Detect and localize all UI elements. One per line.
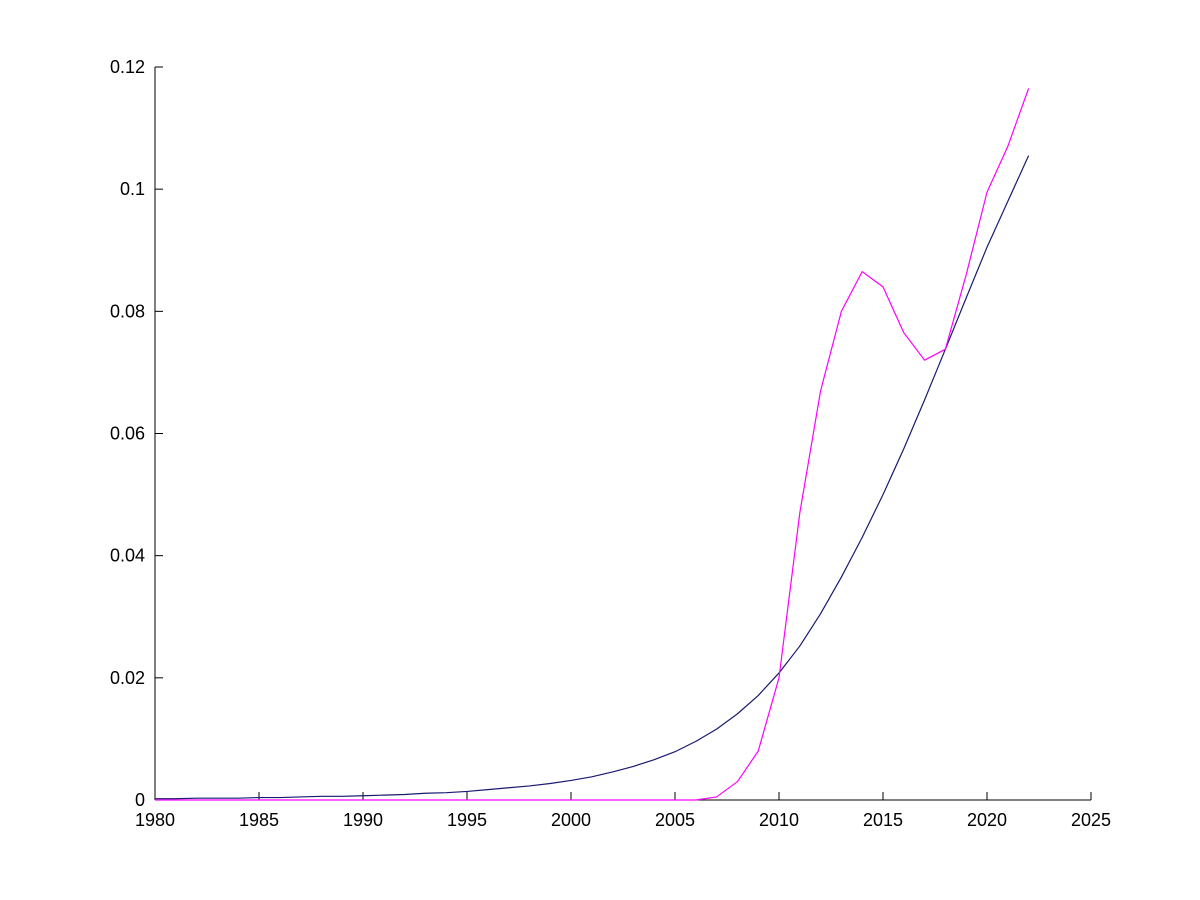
x-tick-label: 1985	[239, 810, 279, 830]
x-tick-label: 1980	[135, 810, 175, 830]
x-tick-label: 1995	[447, 810, 487, 830]
y-tick-label: 0.1	[120, 179, 145, 199]
y-tick-label: 0.12	[110, 57, 145, 77]
series-line-smooth-model-curve	[155, 155, 1030, 800]
x-tick-label: 2015	[863, 810, 903, 830]
x-tick-label: 2000	[551, 810, 591, 830]
y-tick-label: 0.06	[110, 424, 145, 444]
y-tick-label: 0.08	[110, 301, 145, 321]
y-tick-label: 0.02	[110, 668, 145, 688]
x-tick-label: 2005	[655, 810, 695, 830]
x-tick-label: 2020	[967, 810, 1007, 830]
x-tick-label: 1990	[343, 810, 383, 830]
y-tick-label: 0	[135, 790, 145, 810]
x-tick-label: 2025	[1071, 810, 1111, 830]
x-tick-label: 2010	[759, 810, 799, 830]
series-line-observed-data-line	[155, 88, 1030, 801]
y-tick-label: 0.04	[110, 546, 145, 566]
